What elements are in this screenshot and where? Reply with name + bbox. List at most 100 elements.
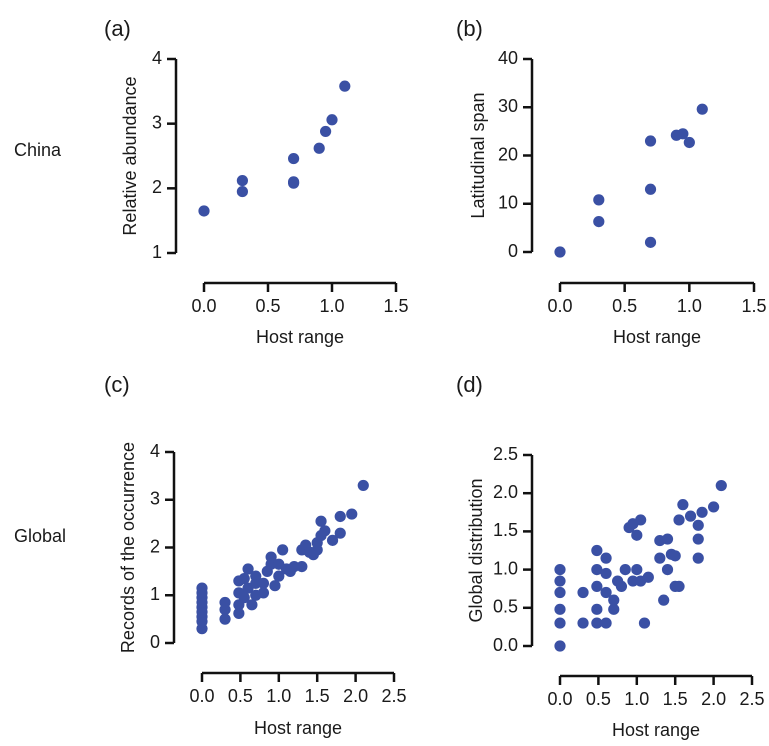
data-point bbox=[591, 580, 603, 593]
data-point bbox=[600, 617, 612, 629]
data-point bbox=[683, 136, 695, 149]
data-point bbox=[196, 582, 208, 594]
data-point bbox=[673, 580, 685, 593]
data-point bbox=[692, 519, 704, 531]
chart-panel-2: (b) 0 10 20 30 40 0.0 0.5 1.0 1.5 Host range Latitu… bbox=[456, 16, 767, 347]
y-tick-label: 2 bbox=[150, 536, 160, 556]
panel-label: (c) bbox=[104, 372, 130, 397]
x-tick-label: 0.0 bbox=[189, 686, 214, 706]
data-point bbox=[696, 103, 708, 115]
data-point bbox=[635, 514, 647, 526]
data-point bbox=[658, 594, 670, 606]
data-point bbox=[631, 529, 643, 541]
data-point bbox=[591, 544, 603, 557]
data-point bbox=[591, 564, 603, 576]
data-point bbox=[233, 607, 245, 619]
data-point bbox=[692, 533, 704, 545]
data-point bbox=[257, 587, 270, 599]
data-point bbox=[615, 580, 628, 593]
data-point bbox=[673, 514, 685, 526]
data-point bbox=[554, 586, 566, 599]
y-axis-label: Global distribution bbox=[466, 478, 486, 622]
y-tick-label: 30 bbox=[498, 96, 518, 116]
y-tick-label: 10 bbox=[498, 193, 518, 213]
data-point bbox=[236, 185, 248, 198]
data-point bbox=[198, 205, 210, 217]
data-point bbox=[600, 567, 612, 580]
data-point bbox=[591, 603, 603, 615]
x-tick-label: 0.0 bbox=[547, 689, 572, 709]
x-tick-label: 1.0 bbox=[319, 296, 344, 316]
row-label-global: Global bbox=[14, 526, 67, 546]
x-tick-label: 2.0 bbox=[343, 686, 368, 706]
x-axis-label: Host range bbox=[612, 720, 700, 740]
data-point bbox=[269, 580, 281, 592]
y-tick-label: 0.0 bbox=[493, 635, 518, 655]
y-tick-label: 3 bbox=[150, 489, 160, 509]
data-point bbox=[288, 176, 300, 188]
data-point bbox=[708, 501, 720, 513]
y-axis-label: Latitudinal span bbox=[468, 92, 488, 218]
chart-panel-1: (a) 1 2 3 4 0.0 0.5 1.0 1.5 Host range Relative ab… bbox=[104, 16, 409, 347]
data-point bbox=[288, 561, 300, 573]
y-tick-label: 2.5 bbox=[493, 444, 518, 464]
data-point bbox=[577, 586, 589, 599]
data-point bbox=[661, 564, 674, 576]
y-tick-label: 3 bbox=[152, 112, 162, 132]
data-point bbox=[554, 617, 566, 629]
x-tick-label: 0.0 bbox=[547, 296, 572, 316]
data-point bbox=[238, 592, 250, 604]
data-point bbox=[677, 128, 689, 140]
data-point bbox=[219, 596, 231, 609]
x-tick-label: 0.0 bbox=[191, 296, 216, 316]
x-tick-label: 1.5 bbox=[305, 686, 330, 706]
y-tick-label: 2.0 bbox=[493, 482, 518, 502]
y-tick-label: 0.5 bbox=[493, 597, 518, 617]
y-tick-label: 2 bbox=[152, 177, 162, 197]
data-point bbox=[265, 551, 277, 563]
data-point bbox=[313, 142, 325, 154]
panel-label: (d) bbox=[456, 372, 483, 397]
data-point bbox=[554, 564, 566, 576]
y-tick-label: 0 bbox=[150, 632, 160, 652]
data-point bbox=[600, 552, 612, 564]
chart-panel-4: (d) 0.0 0.5 1.0 1.5 2.0 2.5 0.0 0.5 1.0 1.5 2.0 2.5 H… bbox=[456, 372, 765, 740]
x-axis-label: Host range bbox=[613, 327, 701, 347]
x-axis-label: Host range bbox=[256, 327, 344, 347]
y-tick-label: 4 bbox=[150, 441, 160, 461]
data-point bbox=[677, 499, 689, 511]
data-point bbox=[273, 570, 285, 582]
y-tick-label: 1.0 bbox=[493, 558, 518, 578]
x-tick-label: 1.5 bbox=[741, 296, 766, 316]
data-point bbox=[326, 534, 339, 546]
y-tick-label: 1 bbox=[150, 584, 160, 604]
data-point bbox=[319, 525, 331, 537]
data-point bbox=[577, 617, 589, 629]
data-point bbox=[661, 533, 674, 545]
data-point bbox=[608, 603, 620, 615]
y-axis-label: Relative abundance bbox=[120, 76, 140, 235]
x-tick-label: 1.5 bbox=[383, 296, 408, 316]
y-tick-label: 1.5 bbox=[493, 520, 518, 540]
data-point bbox=[346, 508, 358, 520]
y-tick-label: 20 bbox=[498, 144, 518, 164]
data-point bbox=[696, 506, 708, 518]
panel-label: (b) bbox=[456, 16, 483, 41]
data-point bbox=[334, 527, 346, 539]
data-point bbox=[654, 552, 666, 564]
x-axis-label: Host range bbox=[254, 718, 342, 738]
y-axis-label: Records of the occurrence bbox=[118, 442, 138, 653]
x-tick-label: 0.5 bbox=[255, 296, 280, 316]
data-point bbox=[277, 544, 289, 556]
data-point bbox=[631, 564, 643, 576]
x-tick-label: 0.5 bbox=[586, 689, 611, 709]
x-tick-label: 2.5 bbox=[381, 686, 406, 706]
x-tick-label: 1.0 bbox=[677, 296, 702, 316]
x-tick-label: 0.5 bbox=[612, 296, 637, 316]
data-point bbox=[357, 479, 369, 492]
row-label-china: China bbox=[14, 140, 62, 160]
y-tick-label: 1 bbox=[152, 242, 162, 262]
data-point bbox=[554, 575, 566, 587]
data-point bbox=[593, 216, 605, 228]
data-point bbox=[644, 135, 657, 147]
